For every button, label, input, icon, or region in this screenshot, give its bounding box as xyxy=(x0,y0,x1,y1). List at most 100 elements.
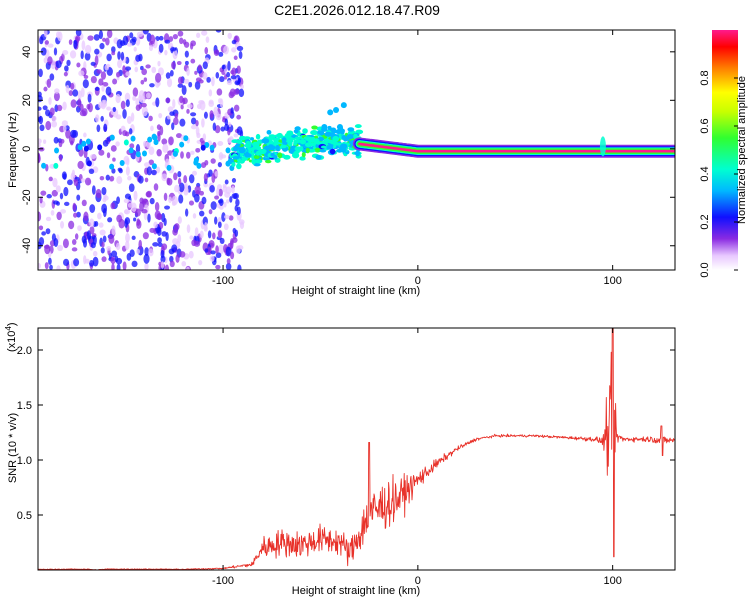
spectrogram-noise-cell xyxy=(38,211,42,222)
spectrogram-noise-cell xyxy=(218,98,222,104)
spectrogram-noise-cell xyxy=(111,250,118,258)
spectrogram-noise-cell xyxy=(94,55,99,66)
spectrogram-noise-cell xyxy=(219,237,225,244)
spectrogram-noise-cell xyxy=(146,166,152,176)
spectrogram-transition-cell xyxy=(321,123,328,130)
spectrogram-noise-cell xyxy=(233,55,238,61)
spectrogram-noise-cell xyxy=(70,99,77,108)
spectrogram-noise-cell xyxy=(104,64,110,71)
spectrogram-noise-cell xyxy=(129,143,135,149)
spectrogram-noise-cell xyxy=(98,222,104,228)
spectrogram-noise-cell xyxy=(230,75,237,80)
spectrogram-noise-cell xyxy=(223,223,229,231)
spectrogram-noise-cell xyxy=(235,198,240,207)
spectrogram-x-label: Height of straight line (km) xyxy=(292,285,420,297)
spectrogram-transition-cell xyxy=(249,137,254,141)
spectrogram-noise-cell xyxy=(122,130,128,137)
spectrogram-noise-cell xyxy=(233,88,240,95)
spectrogram-noise-cell xyxy=(191,239,197,247)
spectrogram-noise-cell xyxy=(65,84,70,94)
spectrogram-noise-cell xyxy=(90,154,97,159)
spectrogram-noise-cell xyxy=(72,89,79,97)
spectrogram-noise-cell xyxy=(199,190,205,196)
spectrogram-noise-cell xyxy=(196,132,201,139)
spectrogram-noise-cell xyxy=(95,188,102,199)
spectrogram-noise-cell xyxy=(182,97,188,105)
spectrogram-noise-cell xyxy=(125,232,130,243)
spectrogram-noise-cell xyxy=(179,118,186,127)
spectrogram-noise-cell xyxy=(204,222,208,231)
spectrogram-noise-cell xyxy=(164,39,171,44)
spectrogram-noise-cell xyxy=(238,51,243,60)
spectrogram-noise-cell xyxy=(161,173,168,182)
spectrogram-noise-cell xyxy=(143,253,150,264)
spectrogram-noise-cell xyxy=(135,104,141,111)
spectrogram-noise-cell xyxy=(177,234,182,243)
spectrogram-noise-cell xyxy=(135,36,141,46)
spectrogram-noise-cell xyxy=(120,51,125,61)
spectrogram-transition-cell xyxy=(251,158,256,165)
spectrogram-noise-cell xyxy=(102,197,107,203)
spectrogram-noise-cell xyxy=(94,48,100,55)
spectrogram-noise-cell xyxy=(62,101,67,111)
snr-x-label: Height of straight line (km) xyxy=(292,585,420,597)
spectrogram-noise-cell xyxy=(139,197,144,204)
spectrogram-noise-cell xyxy=(157,132,161,142)
spectrogram-noise-cell xyxy=(106,106,112,111)
spectrogram-noise-cell xyxy=(96,69,102,74)
spectrogram-noise-cell xyxy=(54,147,60,154)
spectrogram-noise-cell xyxy=(171,61,176,70)
spectrogram-noise-cell xyxy=(153,221,158,229)
spectrogram-noise-cell xyxy=(201,196,207,205)
spectrogram-noise-cell xyxy=(173,117,179,126)
spectrogram-noise-cell xyxy=(138,175,144,184)
spectrogram-noise-cell xyxy=(125,99,130,107)
spectrogram-noise-cell xyxy=(111,168,116,174)
spectrogram-transition-cell xyxy=(310,136,316,143)
spectrogram-noise-cell xyxy=(211,76,215,87)
spectrogram-noise-cell xyxy=(194,193,200,203)
spectrogram-noise-cell xyxy=(77,144,83,151)
spectrogram-noise-cell xyxy=(97,212,102,220)
spectrogram-noise-cell xyxy=(123,155,130,165)
spectrogram-transition-cell xyxy=(299,139,307,145)
spectrogram-noise-cell xyxy=(157,60,161,67)
spectrogram-noise-cell xyxy=(68,220,75,230)
spectrogram-noise-cell xyxy=(118,168,123,174)
spectrogram-noise-cell xyxy=(236,126,243,136)
spectrogram-noise-cell xyxy=(215,30,222,33)
spectrogram-noise-cell xyxy=(183,135,189,142)
spectrogram-noise-cell xyxy=(143,162,150,168)
spectrogram-noise-cell xyxy=(52,177,58,188)
spectrogram-transition-cell xyxy=(327,125,332,130)
spectrogram-noise-cell xyxy=(154,202,160,212)
spectrogram-noise-cell xyxy=(209,184,215,193)
spectrogram-noise-cell xyxy=(141,209,148,214)
spectrogram-noise-cell xyxy=(142,140,147,147)
spectrogram-noise-cell xyxy=(215,252,222,259)
spectrogram-noise-cell xyxy=(237,264,242,270)
spectrogram-transition-cell xyxy=(275,144,280,151)
spectrogram-noise-cell xyxy=(63,186,69,197)
spectrogram-noise-cell xyxy=(115,257,123,265)
spectrogram-noise-cell xyxy=(234,205,238,212)
spectrogram-noise-cell xyxy=(190,58,196,64)
spectrogram-noise-cell xyxy=(91,185,96,195)
spectrogram-noise-cell xyxy=(141,106,148,117)
spectrogram-transition-cell xyxy=(304,142,313,148)
spectrogram-transition-cell xyxy=(340,147,347,153)
spectrogram-noise-cell xyxy=(169,69,174,77)
spectrogram-noise-cell xyxy=(231,47,237,53)
spectrogram-noise-cell xyxy=(236,45,244,52)
spectrogram-noise-cell xyxy=(49,264,53,270)
spectrogram-noise-cell xyxy=(97,144,103,151)
spectrogram-noise-cell xyxy=(88,168,95,175)
snr-panel: -100 0 100 0.5 1.0 1.5 2.0 Height of straight… xyxy=(4,322,676,597)
spectrogram-transition-cell xyxy=(265,159,272,164)
spectrogram-noise-cell xyxy=(136,248,141,254)
spectrogram-noise-cell xyxy=(76,194,81,201)
spectrogram-noise-cell xyxy=(202,61,208,70)
spectrogram-noise-cell xyxy=(117,59,123,69)
spectrogram-noise-cell xyxy=(224,118,229,126)
spectrogram-transition-cell xyxy=(243,136,251,140)
